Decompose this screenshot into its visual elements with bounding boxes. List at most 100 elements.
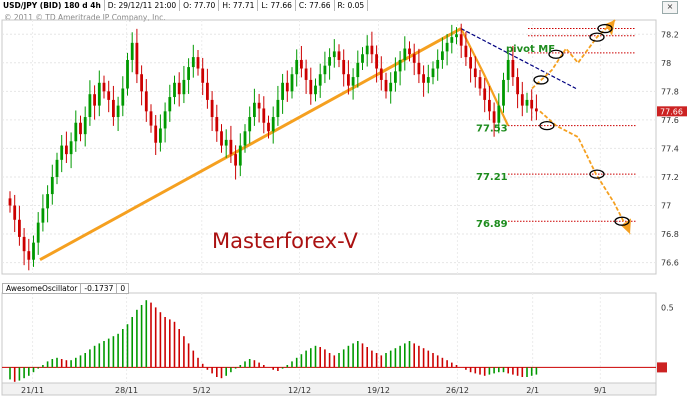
candle [130,32,134,73]
candle [224,129,228,158]
low-label: L: 77.66 [258,0,296,11]
candle-body [408,48,411,55]
axes: 78.2 78 77.8 77.6 77.4 77.2 77 76.8 76.6 21/11 28/… [21,30,687,395]
candle [88,80,92,126]
candle-body [135,42,139,75]
candle-body [281,82,284,100]
candle-body [464,45,468,58]
candle-body [394,71,397,83]
candle [22,228,26,266]
candle-body [511,59,515,78]
candle-body [304,68,308,80]
candle [375,45,378,83]
open-label: O: 77.70 [180,0,220,11]
candle-body [149,111,153,126]
candle [488,85,491,121]
quote-header: USD/JPY (BID) 180 d 4h D: 29/12/11 21:00 O… [0,0,655,11]
candle [220,124,223,153]
candle [163,102,167,143]
candle [83,106,87,147]
forecast-up-path [531,19,616,90]
candle-body [384,79,388,92]
price-tag-label: 77.66 [660,107,683,116]
candle-body [159,128,162,143]
candle-body [356,62,360,78]
candle [361,47,364,70]
x-tick-label: 21/11 [21,386,44,395]
candle-body [238,145,242,166]
oscillator-extra: 0 [116,283,130,294]
candle [191,44,195,78]
candle-body [530,99,534,109]
candle [121,76,125,117]
candle [168,84,172,122]
candle [196,49,200,76]
candle [473,56,477,88]
candle [173,75,176,105]
candle [41,194,45,232]
candle [262,96,266,134]
candle [398,51,402,86]
candle [403,36,407,71]
zero-tag-box [657,362,667,373]
candle-body [93,94,96,106]
candle [365,35,369,67]
candle-body [314,85,317,95]
candle [328,48,331,80]
candle [79,115,82,142]
candle-body [154,125,158,143]
candle-body [398,59,402,72]
candle [144,79,148,122]
candle [50,164,54,205]
candle-body [215,117,219,132]
candle [149,104,153,133]
candle-body [18,219,21,237]
candle-body [370,45,374,55]
candle [154,115,158,155]
candle [384,72,388,99]
level-label: 77.53 [476,124,508,135]
candle [116,96,120,132]
candle [483,77,487,113]
pivot-marker [548,49,564,59]
candle-body [276,99,280,118]
candle [497,93,501,134]
copyright-text: © 2011 © TD Ameritrade IP Company, Inc. [4,13,166,22]
candle [257,93,261,123]
candle-body [126,59,129,89]
candle-body [220,131,223,146]
close-icon[interactable]: × [662,1,678,14]
candle [492,102,496,137]
candle [229,125,233,163]
support-levels: 77.53 77.21 76.89 [476,28,636,230]
candle-body [112,99,115,118]
pivot-marker [597,23,613,34]
arrow-head-up [605,20,615,36]
candle-body [83,117,87,135]
candle [450,24,454,54]
candle-body [422,74,425,83]
x-tick-label: 12/12 [288,386,311,395]
candle [276,85,280,126]
candle [408,41,411,62]
pivot-line [460,28,577,90]
pivot-marker [614,216,630,226]
candle [417,48,421,84]
candle-body [431,68,435,78]
candle [342,49,346,87]
candle [436,49,440,81]
forecast-path [531,19,631,235]
candle [332,39,336,68]
candle-body [525,99,529,106]
candle-body [412,54,416,63]
candle [516,68,519,109]
candle-body [60,145,64,160]
candle [426,64,430,94]
candle-body [32,242,35,260]
candle [464,31,468,66]
candle-body [41,208,45,223]
forecast-down-path [539,110,631,235]
candle [271,106,275,144]
candle-body [36,222,40,243]
